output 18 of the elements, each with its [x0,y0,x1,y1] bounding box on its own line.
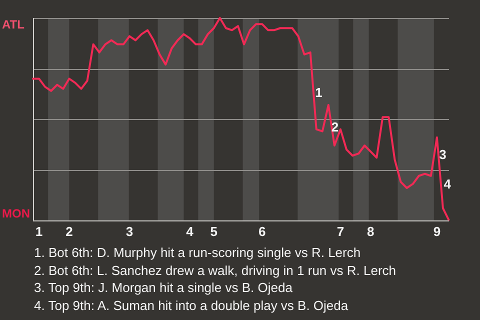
x-tick-label: 9 [433,224,441,239]
x-tick-label: 3 [126,224,134,239]
x-tick-label: 1 [35,224,43,239]
annotation: 1 [315,84,322,100]
annotation: 3 [439,147,446,162]
x-tick-label: 8 [367,224,374,239]
x-tick-label: 2 [66,224,73,239]
text: 3. Top 9th: J. Morgan hit a single vs B. Ojeda [34,279,294,296]
text: 1. Bot 6th: D. Murphy hit a run-scoring single vs R. Lerch [34,244,362,262]
text: ATL [2,17,24,32]
annotation: 4 [444,176,452,192]
x-tick-label: 5 [210,224,218,239]
text: MON [2,206,30,221]
x-tick-label: 4 [186,224,194,239]
x-tick-label: 7 [336,224,344,239]
text: 4. Top 9th: A. Suman hit into a double play vs B. Ojeda [34,296,350,314]
text: 2. Bot 6th: L. Sanchez drew a walk, driving in 1 run vs R. Lerch [34,262,398,279]
x-tick-label: 6 [258,224,266,239]
